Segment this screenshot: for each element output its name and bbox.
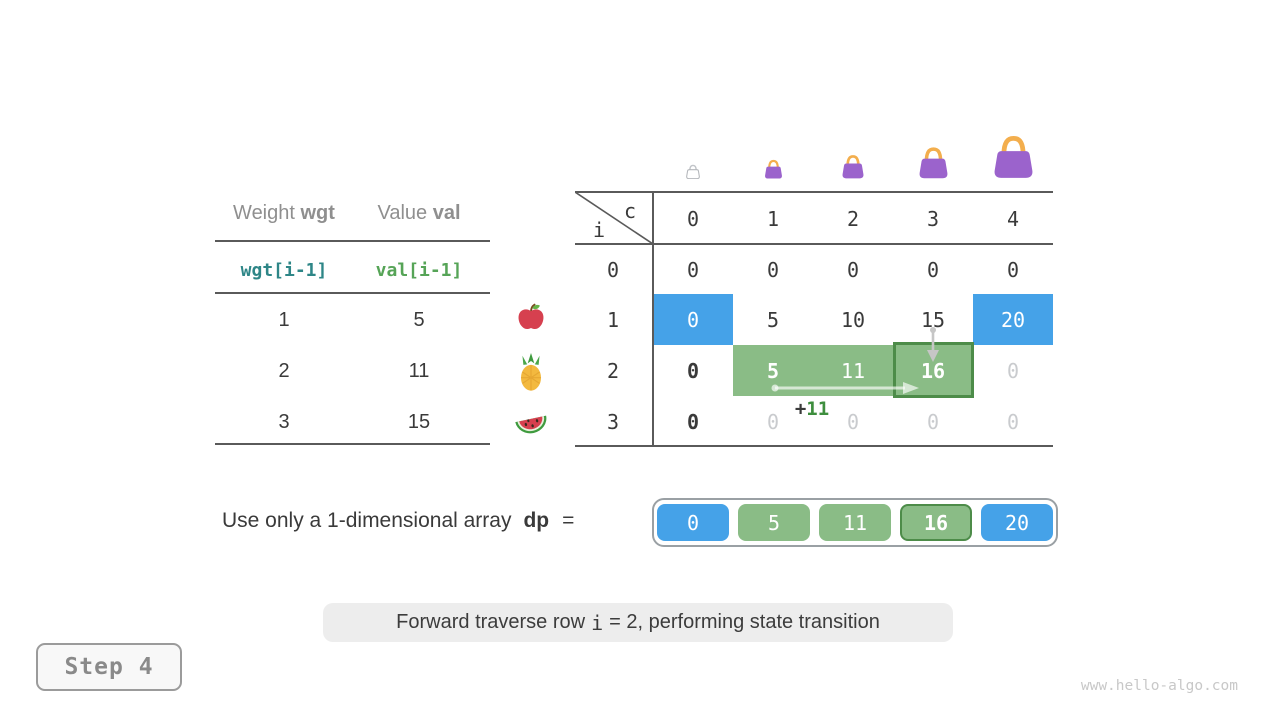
item-row-3-weight: 3	[278, 411, 290, 433]
forward-traverse-arrow-icon	[771, 382, 919, 394]
dp-array-variable-name: dp	[523, 509, 550, 532]
item-row-1-weight: 1	[278, 309, 290, 331]
dp-corner-row-label: i	[592, 218, 606, 242]
dp-cell-i3-c2: 0	[846, 410, 860, 434]
item-table-rule-mid	[215, 292, 490, 294]
dp-array-cell-4: 20	[981, 504, 1053, 541]
dp-cell-i2-c1: 5	[766, 359, 780, 383]
value-formula: val[i-1]	[375, 260, 463, 281]
website-watermark: www.hello-algo.com	[1080, 678, 1238, 694]
value-header-code: val	[432, 202, 461, 224]
dp-array: 0 5 11 16 20	[652, 498, 1058, 547]
item-row-2-value: 11	[408, 360, 430, 382]
dp-row-header-1: 1	[606, 308, 620, 332]
dp-array-cell-3: 16	[900, 504, 972, 541]
handbag-icon-capacity-2	[841, 155, 865, 179]
dp-cell-i2-c2: 11	[840, 359, 866, 383]
dp-table-rule-vertical	[652, 191, 654, 447]
dp-cell-i0-c4: 0	[1006, 258, 1020, 282]
dp-array-cell-0: 0	[657, 504, 729, 541]
status-text-before: Forward traverse row	[396, 611, 586, 633]
dp-col-header-1: 1	[766, 207, 780, 231]
dp-cell-i2-c4: 0	[1006, 359, 1020, 383]
item-row-3-value: 15	[407, 411, 431, 433]
dp-corner-diagonal	[575, 192, 653, 244]
dp-row-header-0: 0	[606, 258, 620, 282]
dp-col-header-3: 3	[926, 207, 940, 231]
dp-row-header-2: 2	[606, 359, 620, 383]
dp-array-cell-2: 11	[819, 504, 891, 541]
dp-table-rule-bottom	[575, 445, 1053, 447]
watermelon-icon	[515, 415, 547, 434]
dp-cell-i2-c3: 16	[920, 359, 946, 383]
dp-cell-i1-c1: 5	[766, 308, 780, 332]
item-table-rule-bottom	[215, 443, 490, 445]
weight-column-header: Weight wgt	[204, 201, 364, 225]
item-row-1-value: 5	[413, 309, 425, 331]
dp-cell-highlight-blue-i1-c4	[973, 294, 1053, 345]
dp-table-rule-top	[575, 191, 1053, 193]
weight-header-label: Weight	[233, 202, 295, 224]
dp-table-rule-header	[575, 243, 1053, 245]
apple-icon	[518, 303, 544, 330]
value-column-header: Value val	[341, 201, 497, 225]
dp-cell-i1-c4: 20	[1000, 308, 1026, 332]
dp-cell-i1-c0: 0	[686, 308, 700, 332]
dp-cell-i3-c4: 0	[1006, 410, 1020, 434]
dp-cell-i1-c2: 10	[840, 308, 866, 332]
status-message: Forward traverse row i = 2, performing s…	[323, 603, 953, 642]
status-code-i: i	[591, 610, 604, 635]
dp-array-label-text: Use only a 1-dimensional array	[222, 509, 512, 532]
value-header-label: Value	[377, 202, 428, 224]
handbag-icon-capacity-4	[990, 134, 1037, 179]
dp-cell-i3-c3: 0	[926, 410, 940, 434]
dp-cell-i0-c0: 0	[686, 258, 700, 282]
dp-cell-i3-c1: 0	[766, 410, 780, 434]
dp-col-header-4: 4	[1006, 207, 1020, 231]
dp-array-equals-sign: =	[562, 509, 575, 532]
dp-cell-i3-c0: 0	[686, 410, 700, 434]
status-text-after: = 2, performing state transition	[609, 611, 880, 633]
item-row-2-weight: 2	[278, 360, 290, 382]
dp-cell-i0-c3: 0	[926, 258, 940, 282]
annotation-value: 11	[806, 398, 830, 420]
dp-col-header-2: 2	[846, 207, 860, 231]
dp-cell-highlight-blue-i1-c0	[653, 294, 733, 345]
handbag-icon-capacity-3	[917, 147, 950, 179]
dp-corner-col-label: c	[623, 199, 637, 223]
dp-array-cell-1: 5	[738, 504, 810, 541]
dp-array-label: Use only a 1-dimensional array dp =	[222, 509, 574, 533]
dp-row-header-3: 3	[606, 410, 620, 434]
step-badge: Step 4	[36, 643, 182, 691]
dp-col-header-0: 0	[686, 207, 700, 231]
handbag-outline-icon-capacity-0	[686, 164, 700, 179]
handbag-icon-capacity-1	[763, 159, 784, 179]
annotation-plus-sign: +	[794, 398, 807, 420]
state-transition-down-arrow-icon	[927, 327, 939, 362]
dp-cell-i0-c2: 0	[846, 258, 860, 282]
pineapple-icon	[521, 352, 541, 391]
weight-header-code: wgt	[300, 202, 335, 224]
weight-formula: wgt[i-1]	[240, 260, 328, 281]
item-table-rule-top	[215, 240, 490, 242]
dp-cell-i2-c0: 0	[686, 359, 700, 383]
plus-value-annotation: +11	[772, 398, 852, 420]
dp-cell-i0-c1: 0	[766, 258, 780, 282]
